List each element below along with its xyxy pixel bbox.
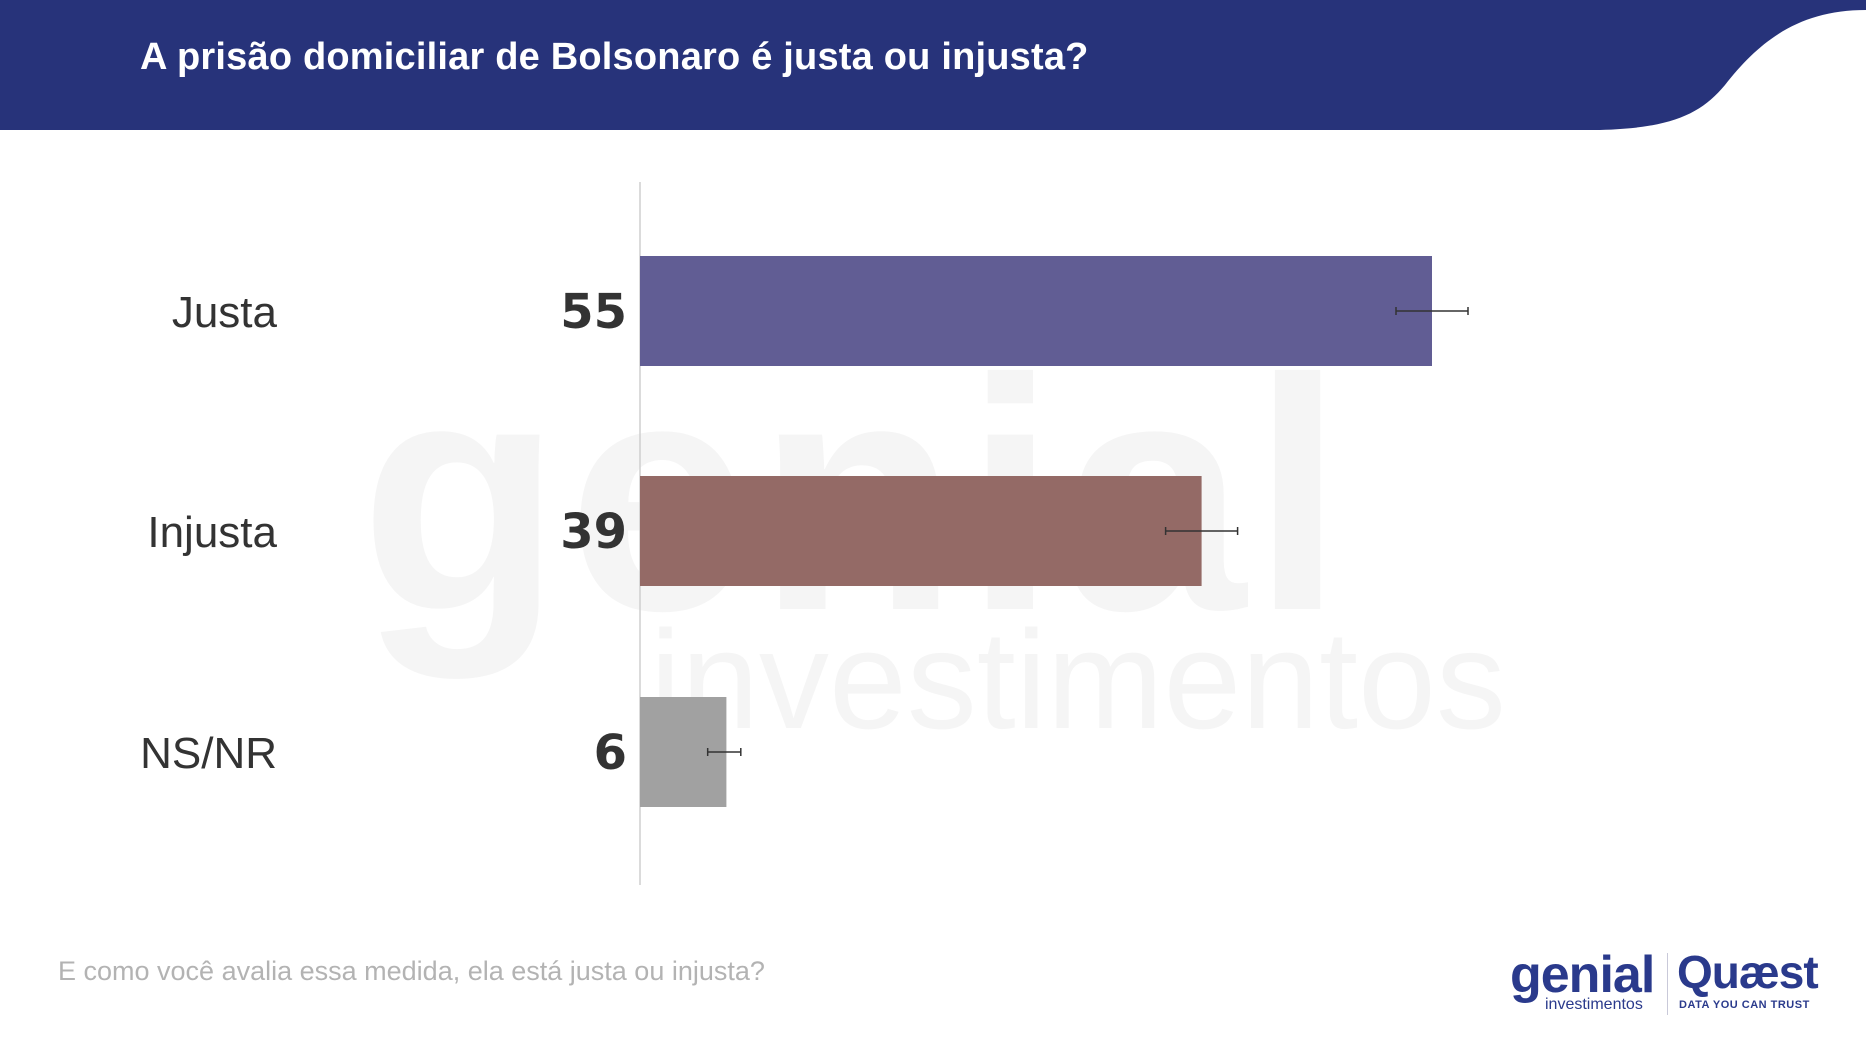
genial-logo-subtext: investimentos [1545, 996, 1643, 1013]
header-banner: A prisão domiciliar de Bolsonaro é justa… [0, 0, 1866, 130]
header-background [0, 0, 1866, 130]
value-label-ns-nr: 6 [594, 725, 627, 781]
survey-question: E como você avalia essa medida, ela está… [58, 956, 765, 986]
quaest-tagline: DATA YOU CAN TRUST [1679, 999, 1810, 1011]
category-label-ns-nr: NS/NR [140, 729, 277, 778]
value-label-justa: 55 [560, 284, 627, 340]
page-title: A prisão domiciliar de Bolsonaro é justa… [140, 36, 1089, 78]
bar-injusta [640, 476, 1202, 586]
genial-logo: genial [1510, 946, 1655, 1004]
bar-chart: Justa 55 Injusta 39 NS/NR 6 [140, 182, 1469, 885]
logo-area: genial investimentos Quæst DATA YOU CAN … [1505, 945, 1835, 1025]
value-label-injusta: 39 [560, 504, 627, 560]
quaest-logo: Quæst [1677, 946, 1819, 998]
bar-justa [640, 256, 1432, 366]
category-label-injusta: Injusta [147, 508, 277, 557]
logo-divider [1667, 953, 1668, 1015]
category-label-justa: Justa [172, 288, 278, 337]
